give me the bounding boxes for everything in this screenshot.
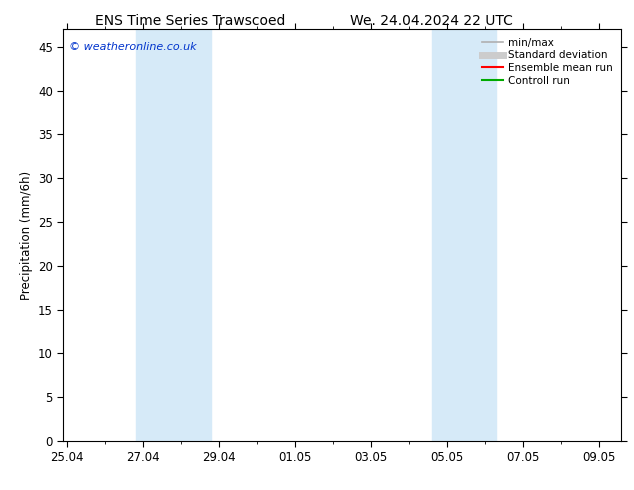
- Text: ENS Time Series Trawscoed: ENS Time Series Trawscoed: [95, 14, 285, 28]
- Text: © weatheronline.co.uk: © weatheronline.co.uk: [69, 42, 197, 52]
- Bar: [432, 29, 496, 441]
- Y-axis label: Precipitation (mm/6h): Precipitation (mm/6h): [20, 171, 32, 300]
- Bar: [136, 29, 211, 441]
- Text: We. 24.04.2024 22 UTC: We. 24.04.2024 22 UTC: [350, 14, 512, 28]
- Legend: min/max, Standard deviation, Ensemble mean run, Controll run: min/max, Standard deviation, Ensemble me…: [479, 35, 616, 89]
